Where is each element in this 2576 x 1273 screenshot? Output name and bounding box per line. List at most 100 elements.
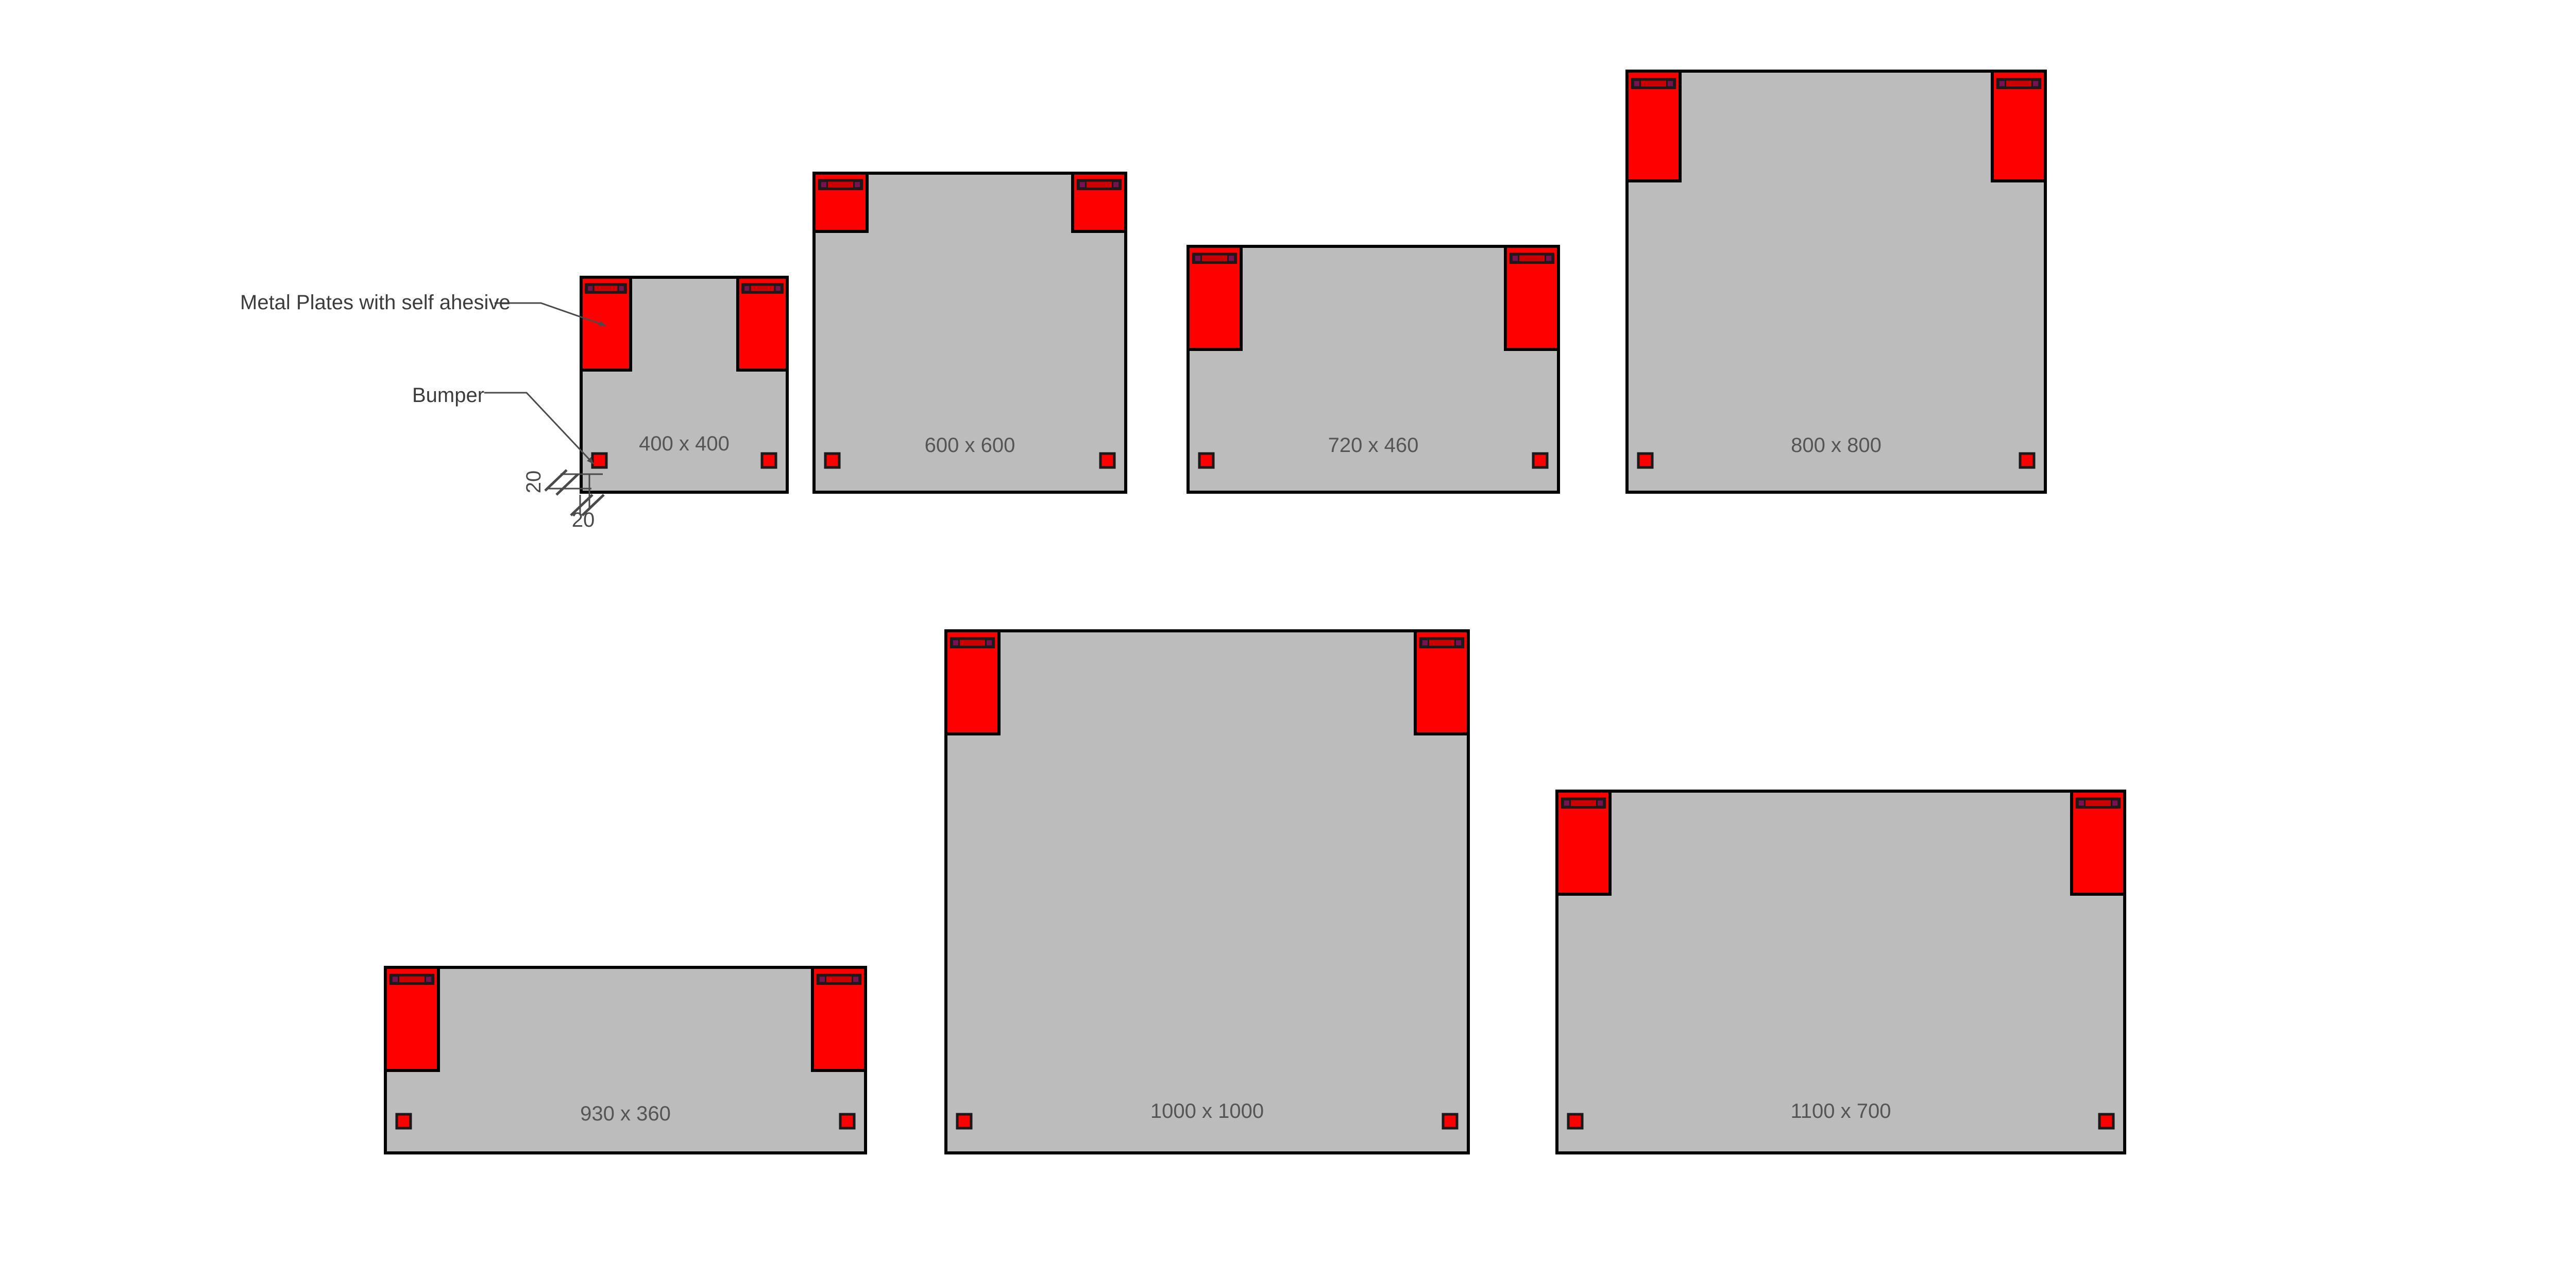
plate-slot-cap-right <box>774 284 782 293</box>
dimension-value: 20 <box>522 471 545 494</box>
metal-plate-left[interactable] <box>812 172 869 233</box>
metal-plate-left[interactable] <box>944 629 1001 735</box>
metal-plate-right[interactable] <box>2070 790 2126 896</box>
metal-plate-body[interactable] <box>1625 70 1682 182</box>
plate-slot-cap-left <box>1511 254 1519 263</box>
bumper-left[interactable] <box>956 1113 973 1130</box>
bumper-left[interactable] <box>591 452 608 469</box>
callout-metal-plates: Metal Plates with self ahesive <box>240 291 606 327</box>
plate-slot-cap-left <box>819 180 828 189</box>
plate-slot-cap-right <box>853 180 862 189</box>
plate-slot <box>585 283 627 294</box>
plate-slot <box>1192 253 1238 264</box>
panel-size-label: 1000 x 1000 <box>1150 1100 1264 1123</box>
plate-slot <box>1419 637 1465 648</box>
plate-slot <box>1561 797 1606 809</box>
bumper-right[interactable] <box>839 1113 856 1130</box>
panel-size-label: 600 x 600 <box>925 434 1015 457</box>
bumper-left[interactable] <box>1637 452 1654 469</box>
plate-slot-cap-right <box>1454 639 1463 647</box>
plate-slot-cap-right <box>2111 799 2120 808</box>
plate-slot <box>1996 78 2042 89</box>
panel-body[interactable] <box>1555 790 2126 1154</box>
metal-plate-left[interactable] <box>580 276 632 372</box>
plate-slot-cap-left <box>2077 799 2086 808</box>
dimension-value: 20 <box>572 509 595 531</box>
plate-slot-cap-left <box>951 639 960 647</box>
plate-slot-cap-right <box>1227 254 1236 263</box>
callout-leader-line <box>484 392 595 465</box>
bumper-left[interactable] <box>1567 1113 1584 1130</box>
bumper-right[interactable] <box>1099 452 1116 469</box>
callout-label: Bumper <box>412 384 484 407</box>
metal-plate-right[interactable] <box>1414 629 1470 735</box>
dimension-tick <box>555 473 579 496</box>
plate-slot-cap-left <box>743 284 751 293</box>
metal-plate-left[interactable] <box>1555 790 1612 896</box>
metal-plate-right[interactable] <box>811 966 867 1072</box>
metal-plate-left[interactable] <box>1187 245 1243 351</box>
plate-slot <box>1631 78 1676 89</box>
plate-slot-cap-left <box>1193 254 1202 263</box>
panel-body[interactable] <box>944 629 1470 1154</box>
plate-slot <box>816 974 862 985</box>
callout-leader-line <box>495 302 606 327</box>
metal-plate-right[interactable] <box>1991 70 2047 182</box>
bumper-left[interactable] <box>824 452 841 469</box>
plate-slot <box>1509 253 1555 264</box>
plate-slot <box>818 179 863 190</box>
plate-slot-cap-left <box>818 975 826 984</box>
callout-label: Metal Plates with self ahesive <box>240 291 511 314</box>
metal-plate-left[interactable] <box>384 966 440 1072</box>
metal-plate-body[interactable] <box>1991 70 2047 182</box>
panel-body[interactable] <box>384 966 867 1154</box>
plate-slot <box>741 283 784 294</box>
panels-layer: 400 x 400 600 x 600 720 x 460 800 x 800 930 … <box>384 70 2126 1154</box>
panel-group[interactable]: 930 x 360 <box>384 966 867 1154</box>
plate-slot-cap-left <box>586 284 595 293</box>
panel-size-label: 930 x 360 <box>580 1102 671 1125</box>
plate-slot-cap-right <box>1545 254 1553 263</box>
plate-slot-cap-right <box>617 284 625 293</box>
metal-plate-right[interactable] <box>1071 172 1127 233</box>
dimension-dim-vertical-20: 20 <box>522 469 603 496</box>
dimension-tick <box>570 494 594 516</box>
panel-group[interactable]: 400 x 400 <box>580 276 789 494</box>
callout-bumper: Bumper <box>412 384 595 465</box>
callouts-layer: Metal Plates with self ahesive Bumper <box>240 291 606 465</box>
plate-slot-cap-left <box>1632 79 1641 88</box>
panel-size-label: 1100 x 700 <box>1791 1100 1891 1123</box>
bumper-right[interactable] <box>760 452 777 469</box>
panel-group[interactable]: 1000 x 1000 <box>944 629 1470 1154</box>
metal-plate-right[interactable] <box>1504 245 1560 351</box>
bumper-right[interactable] <box>1532 452 1549 469</box>
panel-group[interactable]: 800 x 800 <box>1625 70 2047 494</box>
bumper-left[interactable] <box>1198 452 1215 469</box>
panel-body[interactable] <box>1625 70 2047 494</box>
plate-slot-cap-right <box>852 975 860 984</box>
plate-slot <box>1076 179 1122 190</box>
bumper-left[interactable] <box>395 1113 412 1130</box>
bumper-right[interactable] <box>1442 1113 1459 1130</box>
plate-slot-cap-left <box>1997 79 2006 88</box>
bumper-right[interactable] <box>2019 452 2036 469</box>
metal-plate-left[interactable] <box>1625 70 1682 182</box>
panel-group[interactable]: 1100 x 700 <box>1555 790 2126 1154</box>
panel-size-label: 720 x 460 <box>1328 434 1419 457</box>
dimension-tick <box>581 494 605 516</box>
plate-slot-cap-left <box>391 975 399 984</box>
plate-slot-cap-right <box>1666 79 1675 88</box>
panel-body[interactable] <box>1187 245 1560 494</box>
panel-group[interactable]: 600 x 600 <box>812 172 1127 494</box>
panel-group[interactable]: 720 x 460 <box>1187 245 1560 494</box>
metal-plate-right[interactable] <box>736 276 789 372</box>
plate-slot-cap-left <box>1562 799 1571 808</box>
plate-slot-cap-right <box>1596 799 1605 808</box>
bumper-right[interactable] <box>2098 1113 2115 1130</box>
plate-slot <box>2075 797 2121 809</box>
dimension-tick <box>544 469 568 492</box>
plate-slot-cap-left <box>1078 180 1087 189</box>
